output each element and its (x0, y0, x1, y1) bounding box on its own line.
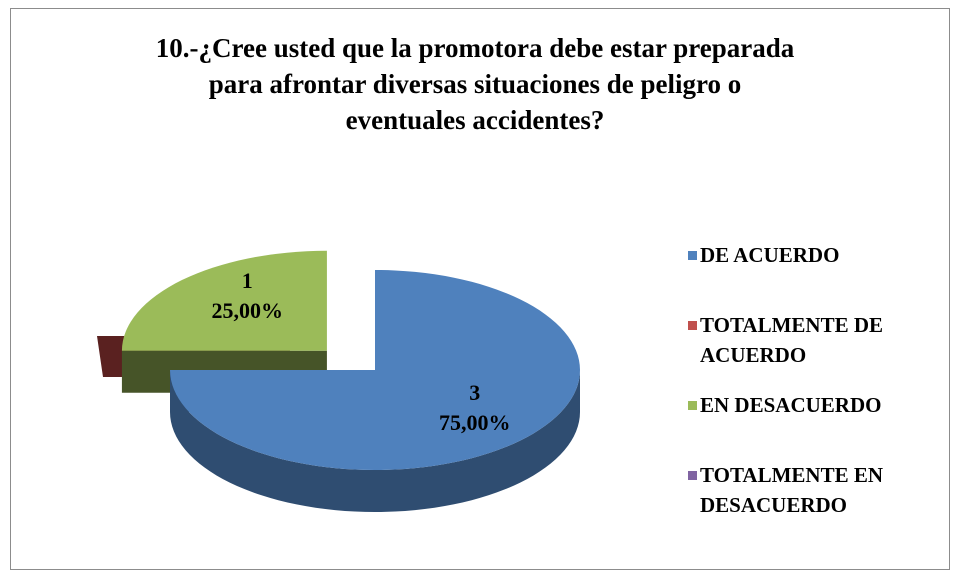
chart-title: 10.-¿Cree usted que la promotora debe es… (155, 33, 795, 135)
data-label: 3 (469, 380, 480, 405)
data-label: 75,00% (439, 410, 511, 435)
legend-item: EN DESACUERDO (688, 390, 940, 420)
legend-swatch (688, 251, 697, 260)
slice (121, 250, 327, 351)
data-label: 25,00% (211, 298, 283, 323)
legend-item: TOTALMENTE DE ACUERDO (688, 310, 940, 370)
chart-border (10, 8, 950, 570)
legend-item: TOTALMENTE EN DESACUERDO (688, 460, 940, 520)
legend-label: TOTALMENTE DE ACUERDO (700, 313, 884, 367)
legend-label: TOTALMENTE EN DESACUERDO (700, 463, 884, 517)
slice-side (170, 370, 580, 512)
legend-swatch (688, 401, 697, 410)
slice (170, 270, 580, 470)
data-label: 1 (242, 268, 253, 293)
legend-swatch (688, 321, 697, 330)
legend-item: DE ACUERDO (688, 240, 940, 270)
legend-swatch (688, 471, 697, 480)
legend-label: EN DESACUERDO (700, 393, 882, 417)
legend-label: DE ACUERDO (700, 243, 840, 267)
